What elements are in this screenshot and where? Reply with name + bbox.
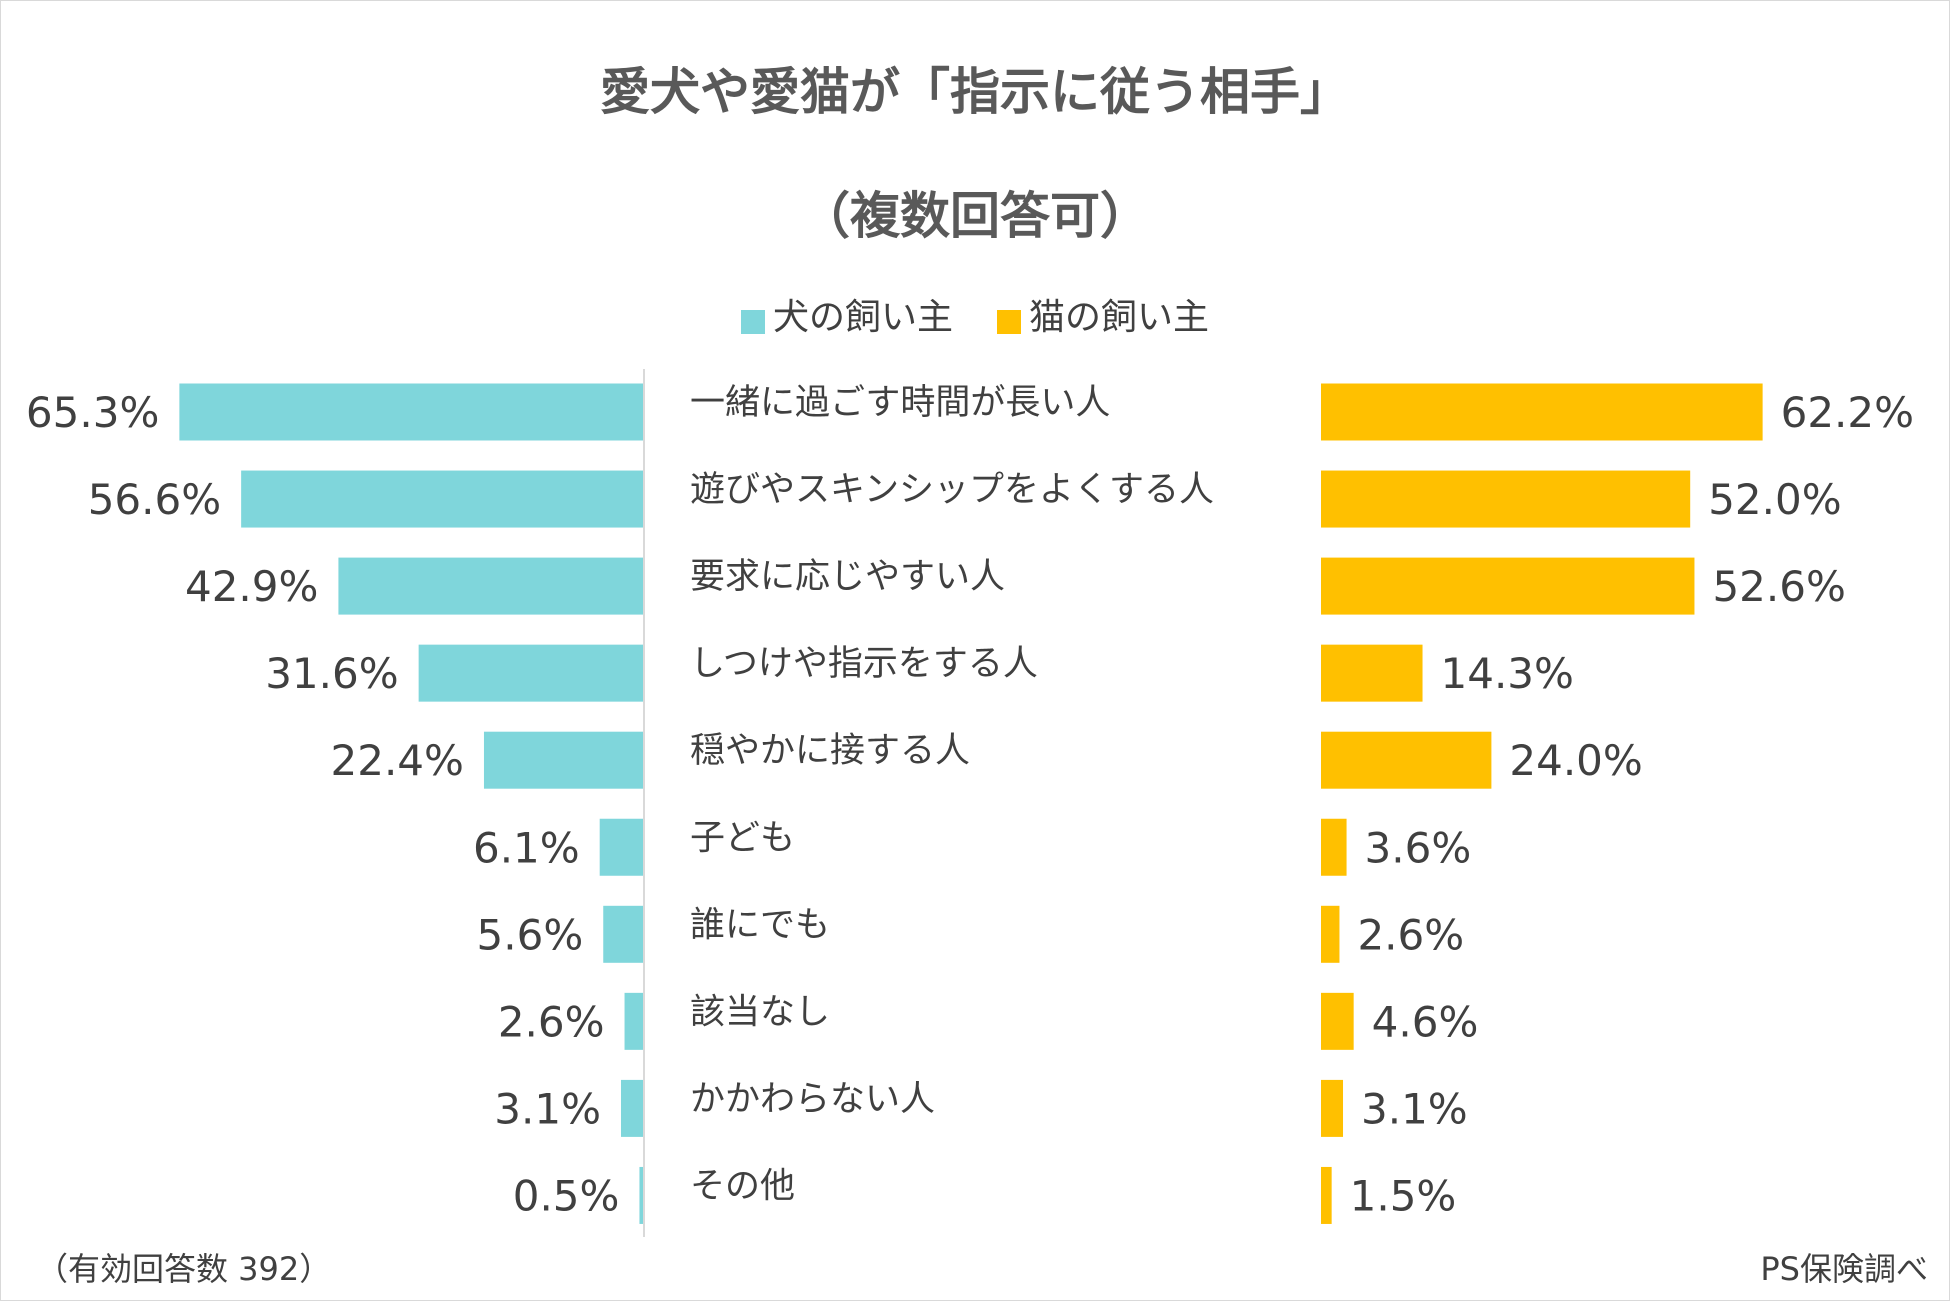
bar-cat — [1321, 1079, 1344, 1137]
category-label: 穏やかに接する人 — [690, 731, 970, 771]
data-label-dog: 22.4% — [331, 736, 464, 785]
category-label: 要求に応じやすい人 — [690, 557, 1005, 597]
bar-cat — [1321, 1166, 1332, 1224]
chart-title: 愛犬や愛猫が「指示に従う相手」 — [600, 63, 1350, 121]
data-label-cat: 1.5% — [1350, 1171, 1457, 1220]
category-label: かかわらない人 — [690, 1079, 935, 1119]
data-label-dog: 6.1% — [473, 823, 580, 872]
bar-dog — [639, 1166, 643, 1224]
data-label-cat: 62.2% — [1781, 388, 1914, 437]
sample-size-note: （有効回答数 392） — [36, 1250, 332, 1288]
category-label: 誰にでも — [690, 905, 830, 945]
bar-dog — [338, 557, 643, 615]
category-label: 遊びやスキンシップをよくする人 — [690, 470, 1214, 510]
bar-cat — [1321, 644, 1423, 702]
bar-dog — [624, 992, 643, 1050]
legend-label-dog: 犬の飼い主 — [772, 297, 953, 338]
data-label-cat: 3.1% — [1361, 1084, 1468, 1133]
category-label: 子ども — [690, 818, 795, 858]
data-label-cat: 4.6% — [1372, 997, 1479, 1046]
bar-dog — [603, 905, 643, 963]
bar-dog — [179, 383, 643, 441]
legend-item-cat: 猫の飼い主 — [997, 288, 1209, 340]
data-label-dog: 3.1% — [494, 1084, 601, 1133]
data-label-cat: 24.0% — [1509, 736, 1642, 785]
chart-subtitle: （複数回答可） — [800, 187, 1150, 245]
bar-cat — [1321, 818, 1347, 876]
data-label-cat: 14.3% — [1441, 649, 1574, 698]
bar-cat — [1321, 383, 1763, 441]
data-label-dog: 56.6% — [88, 475, 221, 524]
data-label-cat: 3.6% — [1365, 823, 1472, 872]
bar-cat — [1321, 992, 1354, 1050]
bar-dog — [599, 818, 643, 876]
data-label-dog: 42.9% — [185, 562, 318, 611]
bar-dog — [418, 644, 643, 702]
legend: 犬の飼い主 猫の飼い主 — [0, 288, 1950, 340]
category-label: しつけや指示をする人 — [690, 644, 1038, 684]
legend-swatch-dog — [740, 310, 765, 334]
category-label: 一緒に過ごす時間が長い人 — [690, 383, 1110, 423]
category-label: 該当なし — [690, 992, 830, 1032]
data-label-cat: 52.0% — [1708, 475, 1841, 524]
data-label-dog: 31.6% — [265, 649, 398, 698]
data-label-dog: 65.3% — [26, 388, 159, 437]
category-label: その他 — [690, 1166, 795, 1206]
bar-dog — [241, 470, 643, 528]
bar-cat — [1321, 557, 1695, 615]
legend-item-dog: 犬の飼い主 — [740, 288, 953, 340]
bar-dog — [620, 1079, 643, 1137]
bar-cat — [1321, 470, 1691, 528]
bar-dog — [483, 731, 643, 789]
bar-cat — [1321, 905, 1340, 963]
data-label-cat: 2.6% — [1357, 910, 1464, 959]
data-label-cat: 52.6% — [1712, 562, 1845, 611]
legend-label-cat: 猫の飼い主 — [1029, 297, 1210, 338]
source-note: PS保険調べ — [1760, 1250, 1928, 1288]
data-label-dog: 0.5% — [513, 1171, 620, 1220]
legend-swatch-cat — [997, 310, 1021, 334]
data-label-dog: 2.6% — [498, 997, 605, 1046]
data-label-dog: 5.6% — [477, 910, 584, 959]
bar-cat — [1321, 731, 1492, 789]
